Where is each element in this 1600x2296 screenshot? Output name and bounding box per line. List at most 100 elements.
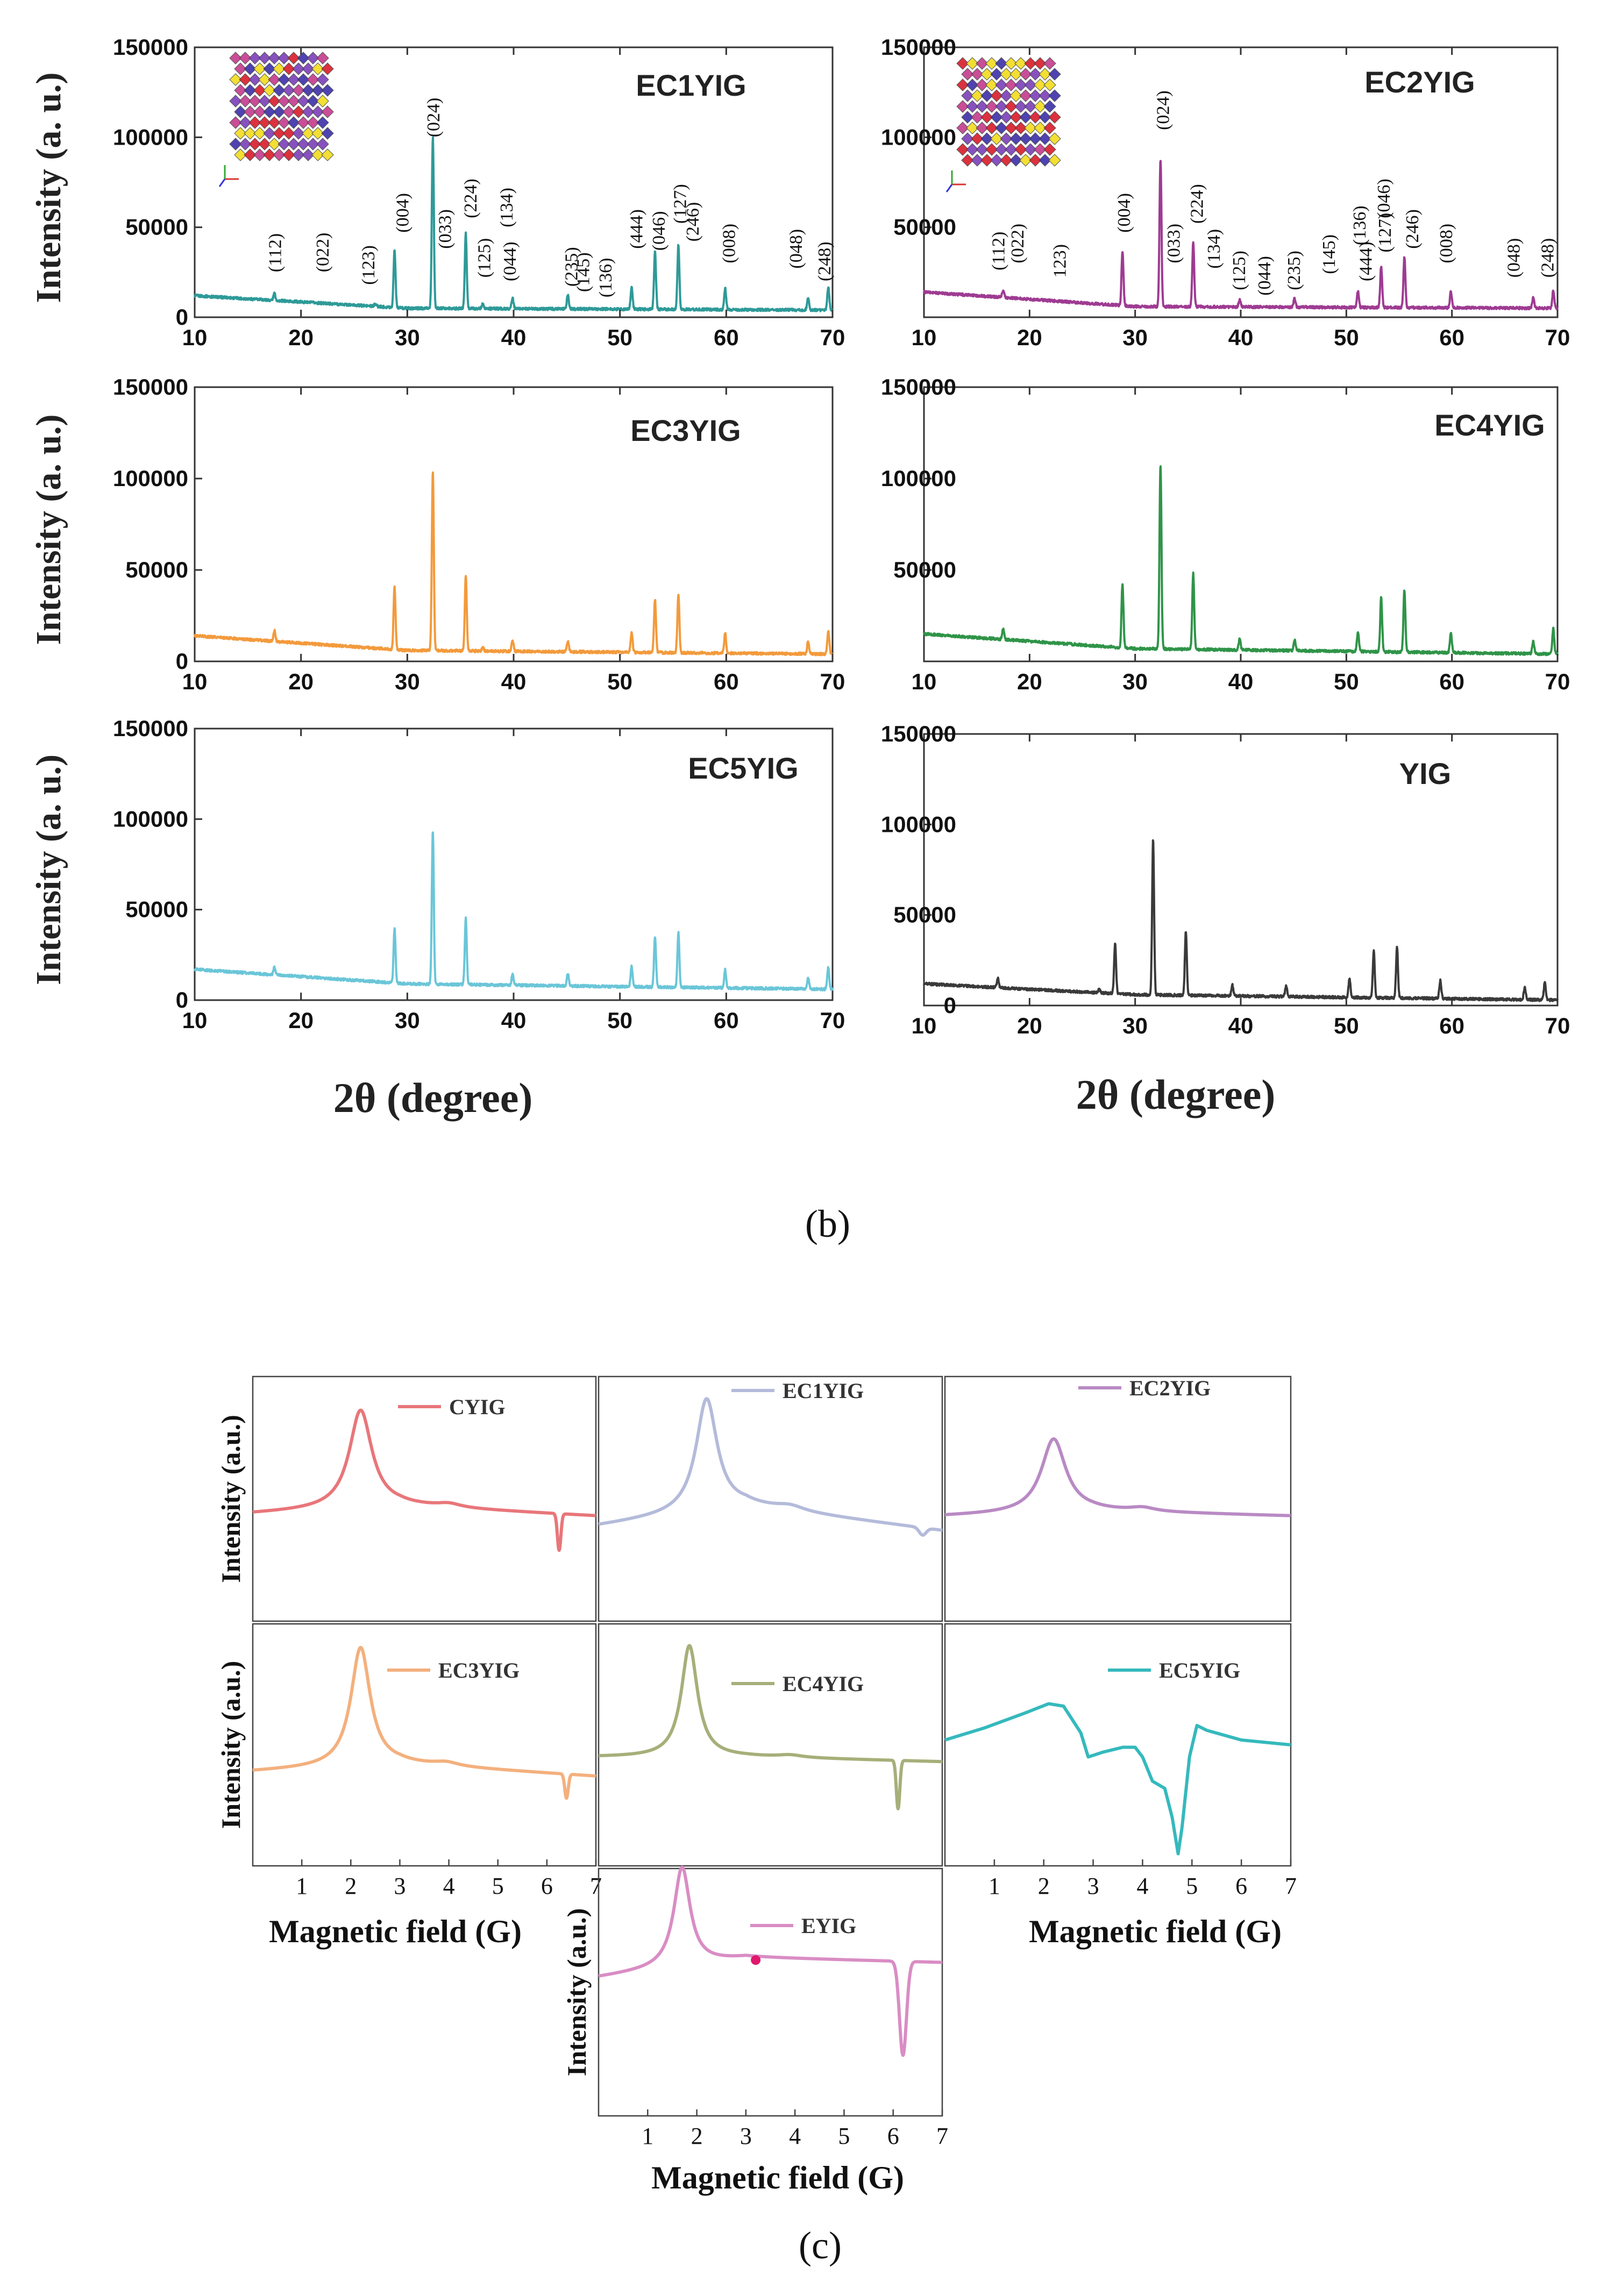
crystal-polyhedron [1024,122,1037,134]
crystal-polyhedron [229,73,242,86]
crystal-polyhedron [990,89,1003,102]
crystal-polyhedron [966,122,979,134]
xrd-ec5yig-chart: 10 20 30 40 50 60 70 0 50000 100000 150000 Intensit… [29,716,845,1033]
epr-xlabel-left: Magnetic field (G) [269,1914,522,1949]
peak-index-label: (444) [1356,241,1376,281]
x-tick-label: 50 [607,325,632,350]
epr-ec4yig-chart: EC4YIG [597,1623,944,1867]
crystal-polyhedron [253,84,266,97]
crystal-polyhedron [1005,100,1018,113]
x-tick-label: 3 [740,2123,752,2149]
crystal-polyhedron [282,105,295,118]
xrd-panel-b: 10 20 30 40 50 60 70050000100000150000Intensit… [29,34,1570,1038]
panel-c-caption: (c) [799,2224,842,2267]
plot-frame [252,1375,597,1622]
crystal-polyhedron [263,62,276,75]
crystal-polyhedron [961,111,974,124]
axis-triad-c [945,184,953,192]
crystal-polyhedron [258,73,271,86]
crystal-polyhedron [302,127,315,140]
x-tick-label: 7 [1285,1873,1297,1899]
plot-frame [944,1375,1292,1622]
x-tick-label: 30 [1122,325,1148,350]
y-axis-label: Intensity (a. u.) [29,754,68,985]
crystal-polyhedron [273,148,286,161]
chart-title: EC2YIG [1364,65,1475,99]
x-tick-label: 40 [501,669,527,694]
crystal-polyhedron [1029,89,1042,102]
epr-ec1yig-chart: EC1YIG [597,1375,944,1622]
chart-title: EC5YIG [688,751,798,785]
peak-index-label: (125) [475,238,495,278]
peak-index-label: (033) [1164,224,1184,263]
plot-frame [598,1623,943,1867]
plot-frame [252,1623,597,1867]
x-tick-label: 20 [1017,1013,1042,1038]
chart-title: EC4YIG [1434,408,1545,442]
peak-index-label: (033) [436,209,456,249]
x-tick-label: 5 [492,1873,504,1899]
crystal-polyhedron [1009,111,1022,124]
crystal-polyhedron [1019,68,1032,81]
y-axis-label: Intensity (a.u.) [561,1908,592,2077]
peak-index-label: (044) [1255,256,1275,296]
peak-index-label: (127) [670,184,690,224]
crystal-polyhedron [253,105,266,118]
crystal-polyhedron [297,116,310,129]
peak-index-label: (112) [989,232,1008,270]
peak-index-label: (145) [574,252,594,292]
axis-triad-c [218,179,226,187]
crystal-polyhedron [311,84,324,97]
crystal-polyhedron [1019,132,1032,145]
crystal-polyhedron [258,52,271,65]
peak-index-label: (145) [1319,234,1339,274]
crystal-polyhedron [307,95,319,108]
y-axis-label: Intensity (a.u.) [216,1415,246,1583]
peak-index-label: (044) [500,241,520,281]
y-tick-label: 150000 [113,374,188,400]
peak-index-label: (248) [1538,238,1558,278]
crystal-polyhedron [961,89,974,102]
y-axis-label: Intensity (a. u.) [29,414,68,645]
epr-spectrum-line [943,1702,1292,1856]
x-tick-label: 60 [714,325,739,350]
crystal-polyhedron [966,143,979,156]
crystal-polyhedron [985,57,998,70]
crystal-polyhedron [287,73,300,86]
crystal-polyhedron [297,138,310,151]
peak-index-label: (134) [1204,229,1224,269]
x-tick-label: 60 [1439,1013,1464,1038]
peak-index-label: 123) [1050,244,1070,277]
x-tick-label: 2 [691,2123,703,2149]
y-tick-label: 100000 [881,466,956,491]
chart-title: EC3YIG [630,413,741,447]
crystal-polyhedron [234,84,247,97]
y-axis-label: Intensity (a. u.) [29,72,68,303]
x-tick-label: 4 [1136,1873,1148,1899]
crystal-polyhedron [1029,132,1042,145]
peak-index-label: (444) [627,209,646,249]
crystal-polyhedron [307,116,319,129]
crystal-polyhedron [268,138,281,151]
crystal-polyhedron [961,132,974,145]
xrd-pattern-line [194,471,834,657]
x-tick-label: 40 [501,325,527,350]
crystal-polyhedron [258,116,271,129]
epr-cyig-chart: CYIG Intensity (a.u.) [216,1375,598,1622]
xrd-yig-chart: 10 20 30 40 50 60 70 0 50000 100000 150000 YIG [881,721,1570,1038]
crystal-polyhedron [966,79,979,91]
peak-index-label: (123) [359,245,379,285]
crystal-polyhedron [1024,57,1037,70]
crystal-polyhedron [292,84,305,97]
crystal-polyhedron [244,62,257,75]
crystal-polyhedron [1043,100,1056,113]
xrd-ec4yig-chart: 10 20 30 40 50 60 70 50000 100000 150000 EC4YIG [881,374,1570,694]
x-tick-label: 30 [395,1008,420,1033]
crystal-polyhedron [990,68,1003,81]
crystal-polyhedron [995,143,1008,156]
crystal-polyhedron [976,79,989,91]
peak-index-label: (004) [1114,193,1134,233]
legend-label: EC3YIG [438,1658,520,1682]
crystal-polyhedron [1019,111,1032,124]
crystal-polyhedron [1014,79,1027,91]
